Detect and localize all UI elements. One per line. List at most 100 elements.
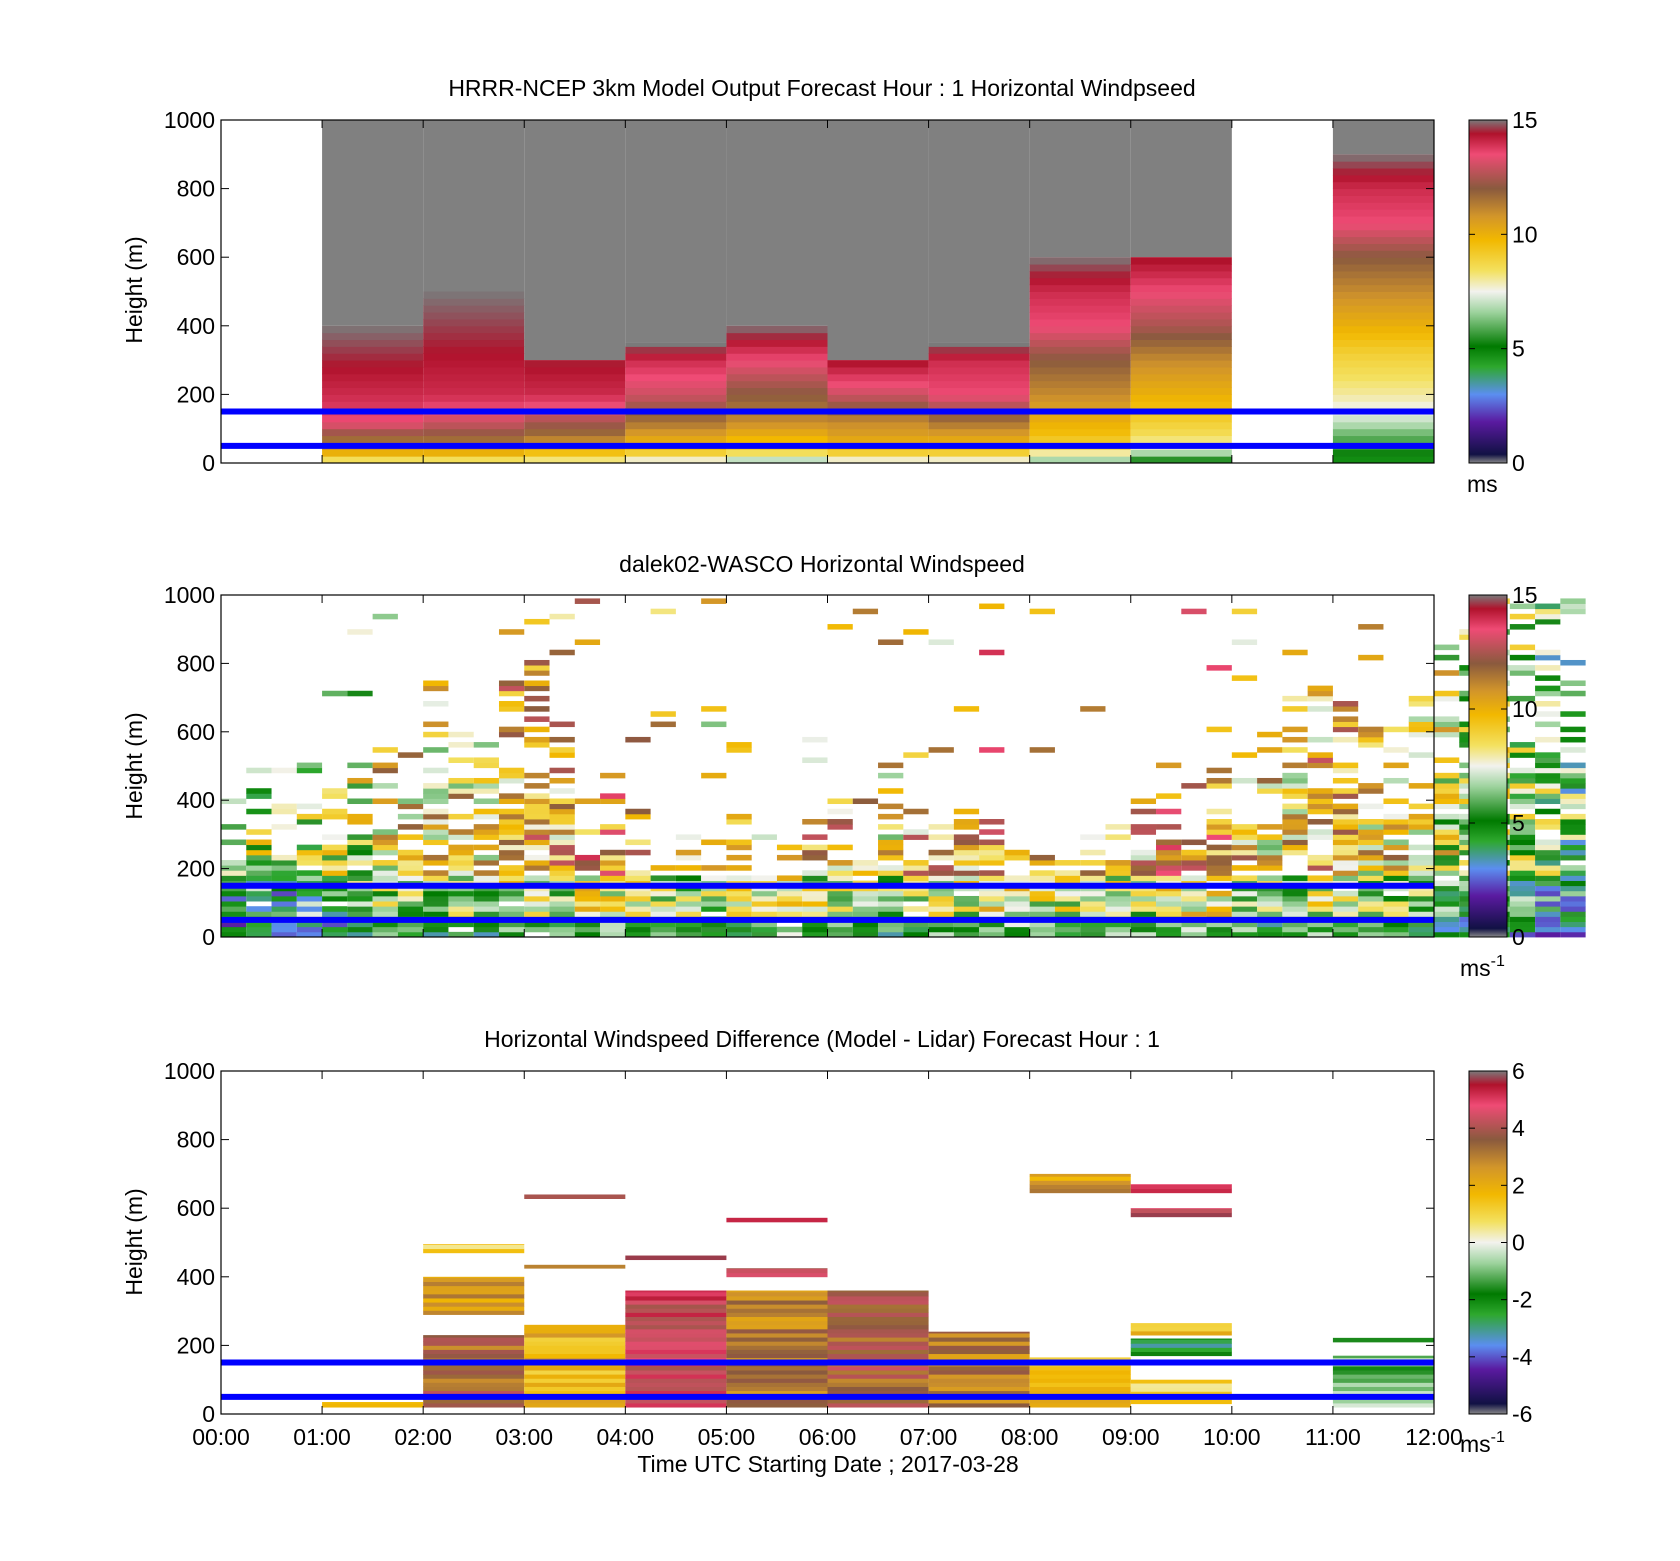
lidar-speed-cell [524, 659, 550, 666]
model-speed-cell [827, 421, 929, 430]
difference-cell [625, 1337, 727, 1342]
model-speed-cell [1332, 284, 1434, 292]
lidar-speed-cell [271, 906, 297, 912]
lidar-speed-cell [1206, 865, 1232, 871]
model-speed-cell [726, 387, 828, 395]
lidar-speed-cell [1332, 726, 1359, 733]
model-speed-cell [1029, 373, 1131, 382]
lidar-speed-cell [1408, 716, 1434, 722]
lidar-speed-cell [928, 895, 954, 902]
lidar-speed-cell [524, 706, 550, 712]
lidar-speed-cell [1535, 880, 1561, 887]
y-tick-label: 0 [202, 924, 215, 950]
lidar-speed-cell [1206, 926, 1232, 933]
lidar-speed-cell [878, 931, 904, 938]
difference-cell [625, 1345, 727, 1350]
lidar-speed-cell [1434, 854, 1460, 861]
lidar-speed-cell [903, 834, 929, 840]
difference-cell [726, 1365, 828, 1371]
lidar-speed-cell [827, 824, 853, 830]
lidar-speed-cell [903, 926, 929, 933]
lidar-speed-cell [1206, 895, 1232, 902]
colorbar-tick-label: 15 [1512, 107, 1538, 133]
lidar-speed-cell [448, 854, 474, 861]
panel-difference: Horizontal Windspeed Difference (Model -… [121, 1026, 1533, 1477]
lidar-speed-cell [1282, 772, 1308, 779]
lidar-speed-cell [650, 875, 676, 881]
model-speed-cell [1332, 188, 1434, 196]
x-tick-label: 06:00 [799, 1424, 857, 1450]
lidar-speed-cell [1358, 829, 1384, 835]
model-speed-cell [1332, 250, 1434, 258]
difference-cell [625, 1308, 727, 1313]
lidar-speed-cell [726, 890, 752, 897]
difference-cell [423, 1353, 525, 1359]
lidar-speed-cell [701, 839, 727, 846]
lidar-speed-cell [1080, 834, 1106, 840]
x-tick-label: 00:00 [192, 1424, 250, 1450]
lidar-speed-cell [1181, 875, 1207, 881]
lidar-speed-cell [1358, 911, 1384, 917]
lidar-speed-cell [625, 890, 651, 897]
model-speed-cell [1029, 277, 1131, 286]
lidar-speed-cell [1282, 875, 1308, 881]
lidar-speed-cell [498, 911, 525, 917]
lidar-speed-cell [675, 854, 702, 861]
lidar-speed-cell [625, 921, 651, 928]
lidar-speed-cell [953, 921, 980, 928]
lidar-speed-cell [1408, 906, 1434, 912]
lidar-speed-cell [1509, 931, 1536, 938]
lidar-speed-cell [423, 921, 449, 928]
difference-cell [827, 1304, 929, 1309]
model-speed-cell [423, 414, 525, 423]
lidar-speed-cell [751, 834, 777, 840]
lidar-speed-cell [1105, 870, 1131, 876]
lidar-speed-cell [1434, 860, 1460, 866]
panel-lidar: dalek02-WASCO Horizontal Windspeed Heigh… [121, 551, 1586, 981]
difference-cell [524, 1353, 626, 1359]
lidar-speed-cell [347, 819, 373, 825]
lidar-speed-cell [271, 854, 297, 861]
lidar-speed-cell [574, 921, 601, 928]
model-above-top-cell [524, 120, 626, 361]
model-speed-cell [726, 339, 828, 347]
lidar-speed-cell [878, 803, 904, 810]
colorbar-tick-label: 2 [1512, 1172, 1525, 1198]
lidar-speed-cell [423, 901, 449, 907]
lidar-speed-cell [221, 870, 247, 876]
difference-cell [1130, 1188, 1232, 1194]
lidar-speed-cell [1054, 901, 1081, 907]
lidar-speed-cell [397, 926, 424, 933]
difference-cell [1029, 1173, 1131, 1177]
lidar-speed-cell [1231, 865, 1258, 871]
lidar-speed-cell [448, 844, 474, 851]
lidar-speed-cell [827, 911, 853, 917]
lidar-speed-cell [1231, 839, 1258, 846]
lidar-speed-cell [726, 839, 752, 846]
model-speed-cell [1029, 421, 1131, 430]
lidar-speed-cell [246, 911, 272, 917]
lidar-speed-cell [1307, 875, 1333, 881]
lidar-speed-cell [1307, 793, 1333, 799]
lidar-speed-cell [600, 865, 626, 871]
lidar-speed-cell [574, 798, 601, 805]
lidar-speed-cell [549, 844, 575, 851]
lidar-speed-cell [423, 931, 449, 938]
model-speed-cell [726, 332, 828, 341]
lidar-speed-cell [1358, 854, 1384, 861]
lidar-speed-cell [1383, 813, 1409, 820]
lidar-speed-cell [549, 926, 575, 933]
difference-cell [423, 1341, 525, 1346]
lidar-speed-cell [246, 849, 272, 856]
lidar-speed-cell [625, 911, 651, 917]
lidar-speed-cell [549, 875, 575, 881]
lidar-speed-cell [1509, 747, 1536, 753]
lidar-speed-cell [498, 685, 525, 692]
lidar-speed-cell [1383, 798, 1409, 805]
x-tick-label: 11:00 [1305, 1424, 1361, 1450]
lidar-speed-cell [701, 772, 727, 779]
difference-cell [1029, 1370, 1131, 1375]
difference-cell [726, 1398, 828, 1404]
lidar-speed-cell [726, 819, 752, 825]
lidar-speed-cell [221, 911, 247, 917]
